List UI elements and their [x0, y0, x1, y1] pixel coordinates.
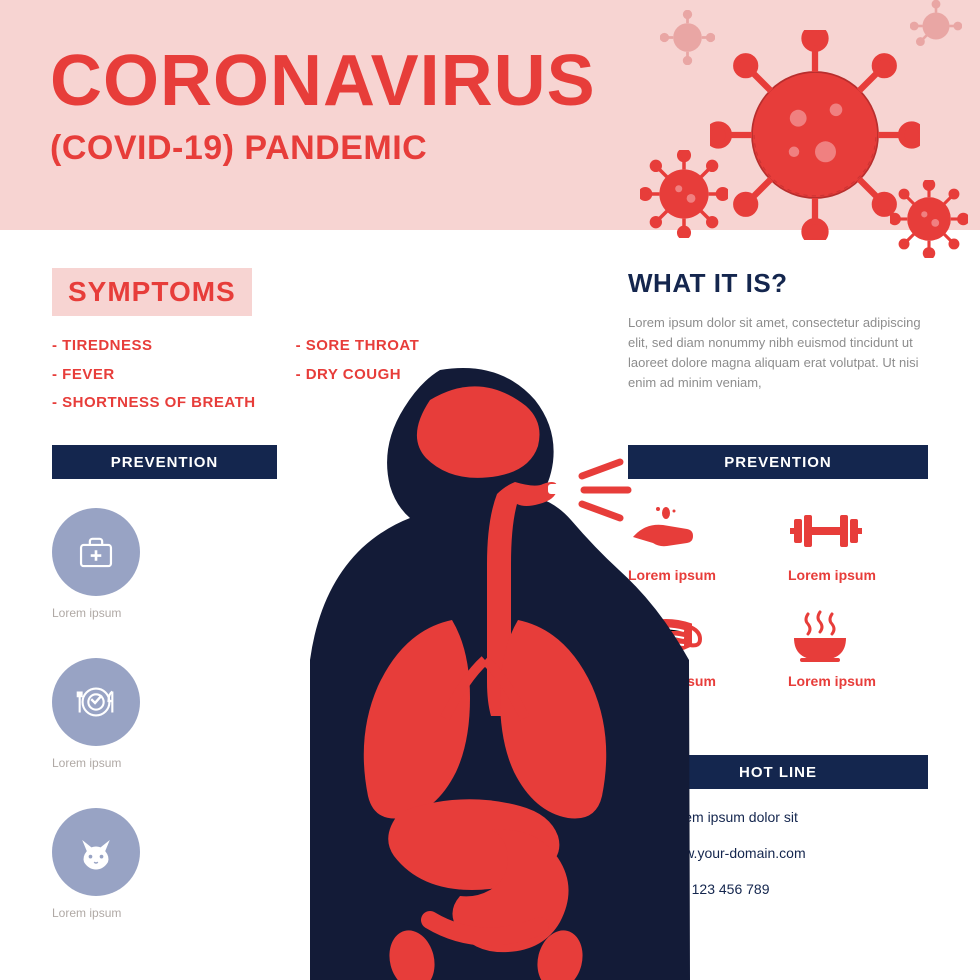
- prevention-label: Lorem ipsum: [788, 673, 928, 689]
- symptom-item: - SHORTNESS OF BREATH: [52, 389, 256, 418]
- content-area: SYMPTOMS - TIREDNESS - FEVER - SHORTNESS…: [0, 230, 980, 980]
- prevention-label: Lorem ipsum: [788, 567, 928, 583]
- medkit-icon: [52, 508, 140, 596]
- virus-tiny-icon: [660, 10, 715, 65]
- what-heading: WHAT IT IS?: [628, 268, 928, 299]
- symptom-item: - SORE THROAT: [296, 332, 420, 361]
- symptoms-heading: SYMPTOMS: [52, 268, 252, 316]
- prevention-item: Lorem ipsum: [52, 508, 140, 620]
- cat-face-icon: [52, 808, 140, 896]
- prevention-heading-left: PREVENTION: [52, 445, 277, 479]
- symptom-item: - FEVER: [52, 361, 256, 390]
- prevention-label: Lorem ipsum: [52, 756, 140, 770]
- prevention-item: Lorem ipsum: [788, 611, 928, 689]
- prevention-label: Lorem ipsum: [52, 906, 140, 920]
- human-anatomy-figure: [260, 360, 690, 980]
- plate-icon: [52, 658, 140, 746]
- virus-large-icon: [710, 30, 920, 240]
- prevention-item: Lorem ipsum: [52, 658, 140, 770]
- virus-tiny-icon: [910, 0, 962, 52]
- left-prevention-list: Lorem ipsum Lorem ipsum Lorem ipsum: [52, 508, 140, 958]
- hot-food-icon: [788, 611, 928, 663]
- prevention-label: Lorem ipsum: [52, 606, 140, 620]
- dumbbell-icon: [788, 505, 928, 557]
- prevention-item: Lorem ipsum: [52, 808, 140, 920]
- prevention-item: Lorem ipsum: [788, 505, 928, 583]
- symptom-item: - TIREDNESS: [52, 332, 256, 361]
- virus-small-icon: [640, 150, 728, 238]
- header-banner: CORONAVIRUS (COVID-19) PANDEMIC: [0, 0, 980, 230]
